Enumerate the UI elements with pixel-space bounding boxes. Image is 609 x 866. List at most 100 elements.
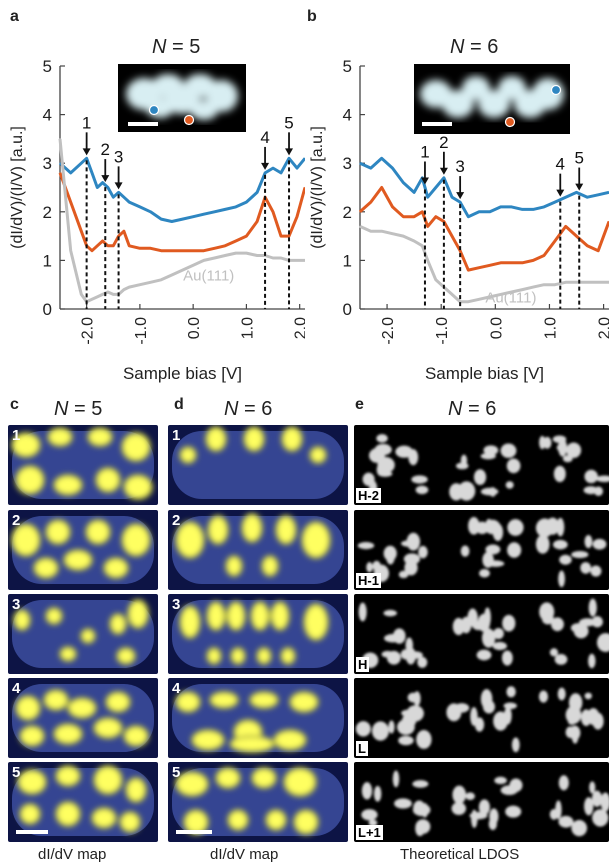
- data-point: [280, 172, 282, 174]
- didv-map-tile: 3: [168, 594, 348, 674]
- y-tick-label: 1: [43, 251, 52, 270]
- peak-label-3: 3: [455, 157, 464, 176]
- data-point: [381, 230, 383, 232]
- data-point: [532, 208, 534, 210]
- data-point: [467, 301, 469, 303]
- data-point: [586, 281, 588, 283]
- ldos-map-tile: L+1: [354, 762, 609, 842]
- data-point: [554, 201, 556, 203]
- data-point: [102, 240, 104, 242]
- peak-arrow-head: [114, 182, 123, 190]
- data-point: [224, 245, 226, 247]
- orbital-tag: L+1: [356, 825, 383, 840]
- data-point: [245, 235, 248, 237]
- data-point: [272, 257, 274, 259]
- y-tick-label: 5: [343, 57, 352, 76]
- x-tick-label: -2.0: [80, 317, 97, 345]
- data-point: [59, 162, 61, 164]
- ldos-map-tile: H: [354, 594, 609, 674]
- peak-arrow-head: [420, 177, 429, 185]
- data-point: [532, 259, 534, 261]
- data-point: [112, 196, 114, 198]
- data-point: [586, 245, 588, 247]
- data-point: [91, 250, 93, 252]
- data-point: [272, 167, 274, 169]
- panel-letter-d: d: [174, 396, 184, 413]
- map-number: 1: [12, 427, 21, 444]
- series-label-au: Au(111): [485, 289, 536, 306]
- series-line-1: [58, 172, 305, 253]
- data-point: [139, 247, 141, 249]
- stm-inset-a: [118, 64, 246, 132]
- ldos-map-tile: H-2: [354, 425, 609, 505]
- data-point: [128, 286, 130, 288]
- data-point: [459, 301, 461, 303]
- orbital-tag: H-2: [356, 488, 381, 503]
- series-line-2: [359, 225, 609, 304]
- map-number: 4: [172, 680, 181, 697]
- data-point: [96, 296, 98, 298]
- x-tick-label: -1.0: [434, 317, 451, 345]
- data-point: [381, 186, 383, 189]
- data-point: [413, 191, 415, 193]
- data-point: [296, 167, 298, 169]
- data-point: [139, 206, 141, 208]
- data-point: [597, 281, 599, 283]
- data-point: [597, 194, 599, 196]
- orbital-tag: H-1: [356, 573, 381, 588]
- data-point: [427, 259, 429, 261]
- data-point: [510, 291, 513, 293]
- peak-arrow-head: [456, 192, 465, 200]
- series-label-au: Au(111): [183, 267, 234, 284]
- y-axis-label: (dI/dV)/(I/V) [a.u.]: [309, 126, 326, 249]
- data-point: [296, 259, 298, 261]
- peak-arrow-head: [285, 148, 294, 156]
- data-point: [149, 211, 152, 213]
- series-line-0: [359, 156, 609, 219]
- data-point: [171, 274, 173, 276]
- data-point: [288, 235, 290, 237]
- data-point: [554, 240, 556, 242]
- data-point: [467, 216, 469, 218]
- data-point: [391, 233, 394, 235]
- data-point: [235, 240, 237, 242]
- peak-label-1: 1: [420, 143, 429, 162]
- panel-letter-a: a: [10, 8, 19, 25]
- data-point: [70, 201, 72, 203]
- peak-label-5: 5: [574, 149, 583, 168]
- data-point: [500, 293, 502, 296]
- data-point: [256, 191, 258, 193]
- data-point: [435, 216, 437, 218]
- data-point: [272, 211, 274, 213]
- peak-arrow-head: [575, 183, 584, 191]
- data-point: [421, 211, 423, 213]
- peak-label-2: 2: [101, 140, 110, 159]
- data-point: [402, 216, 404, 218]
- y-tick-label: 5: [43, 57, 52, 76]
- data-point: [554, 284, 556, 286]
- data-point: [521, 262, 523, 264]
- map-number: 2: [12, 512, 21, 529]
- data-point: [80, 162, 82, 164]
- data-point: [381, 157, 383, 159]
- data-point: [565, 281, 567, 283]
- data-point: [117, 191, 120, 193]
- data-point: [149, 247, 152, 249]
- data-point: [245, 252, 248, 254]
- data-point: [96, 186, 98, 189]
- didv-map-tile: 5: [168, 762, 348, 842]
- didv-map-tile: 3: [8, 594, 158, 674]
- data-point: [160, 279, 162, 281]
- data-point: [478, 267, 480, 269]
- data-point: [280, 257, 282, 259]
- panel-d-title: N = 6: [224, 398, 273, 420]
- data-point: [123, 230, 125, 232]
- data-point: [102, 293, 104, 296]
- panel-letter-c: c: [10, 396, 19, 413]
- data-point: [565, 225, 567, 227]
- x-tick-label: 2.0: [597, 317, 609, 339]
- data-point: [451, 235, 453, 237]
- data-point: [391, 167, 394, 169]
- series-line-2: [58, 138, 305, 304]
